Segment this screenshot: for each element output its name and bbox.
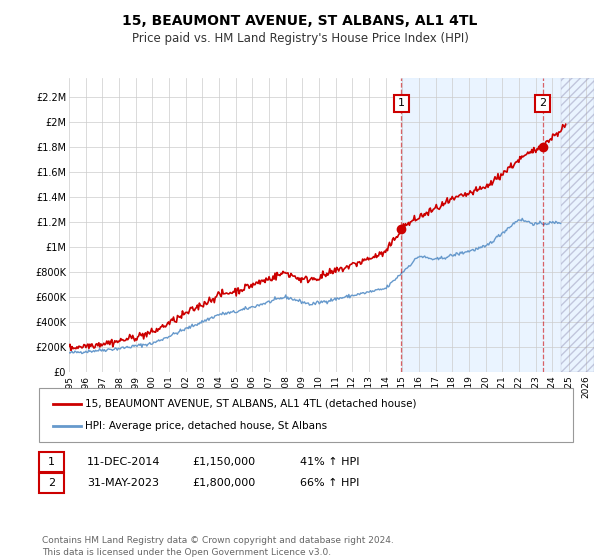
Text: 66% ↑ HPI: 66% ↑ HPI xyxy=(300,478,359,488)
Text: £1,150,000: £1,150,000 xyxy=(192,457,255,467)
Bar xyxy=(401,78,594,372)
Text: 15, BEAUMONT AVENUE, ST ALBANS, AL1 4TL: 15, BEAUMONT AVENUE, ST ALBANS, AL1 4TL xyxy=(122,14,478,28)
Text: 1: 1 xyxy=(48,457,55,467)
Text: 15, BEAUMONT AVENUE, ST ALBANS, AL1 4TL (detached house): 15, BEAUMONT AVENUE, ST ALBANS, AL1 4TL … xyxy=(85,399,416,409)
Text: 1: 1 xyxy=(398,99,405,109)
Text: 2: 2 xyxy=(48,478,55,488)
Text: Contains HM Land Registry data © Crown copyright and database right 2024.
This d: Contains HM Land Registry data © Crown c… xyxy=(42,536,394,557)
Text: 31-MAY-2023: 31-MAY-2023 xyxy=(87,478,159,488)
Text: 11-DEC-2014: 11-DEC-2014 xyxy=(87,457,161,467)
Text: Price paid vs. HM Land Registry's House Price Index (HPI): Price paid vs. HM Land Registry's House … xyxy=(131,32,469,45)
Text: 41% ↑ HPI: 41% ↑ HPI xyxy=(300,457,359,467)
Text: 2: 2 xyxy=(539,99,546,109)
Text: £1,800,000: £1,800,000 xyxy=(192,478,255,488)
Text: HPI: Average price, detached house, St Albans: HPI: Average price, detached house, St A… xyxy=(85,421,328,431)
